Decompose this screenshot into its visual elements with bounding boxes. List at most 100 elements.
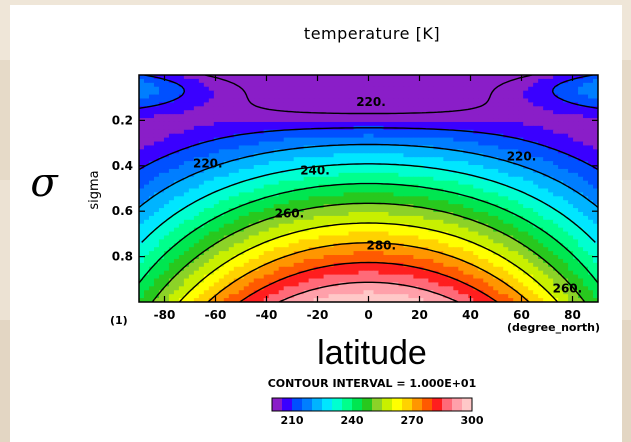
contour-fill-cell bbox=[218, 274, 225, 280]
contour-fill-cell bbox=[453, 125, 459, 131]
contour-fill-cell bbox=[203, 211, 210, 217]
contour-fill-cell bbox=[178, 161, 185, 166]
contour-fill-cell bbox=[478, 176, 484, 182]
contour-fill-cell bbox=[403, 153, 410, 158]
contour-fill-cell bbox=[223, 149, 230, 154]
contour-fill-cell bbox=[273, 282, 280, 287]
contour-fill-cell bbox=[258, 157, 265, 162]
contour-fill-cell bbox=[478, 184, 484, 190]
contour-fill-cell bbox=[583, 208, 589, 213]
contour-fill-cell bbox=[548, 102, 554, 107]
contour-fill-cell bbox=[463, 176, 469, 182]
contour-fill-cell bbox=[403, 200, 410, 205]
contour-fill-cell bbox=[498, 168, 504, 174]
contour-fill-cell bbox=[403, 208, 410, 213]
contour-fill-cell bbox=[293, 176, 300, 182]
contour-fill-cell bbox=[518, 172, 524, 178]
contour-fill-cell bbox=[373, 78, 380, 84]
contour-fill-cell bbox=[158, 133, 165, 139]
contour-fill-cell bbox=[323, 282, 330, 287]
contour-fill-cell bbox=[458, 86, 464, 92]
contour-fill-cell bbox=[243, 133, 250, 139]
contour-fill-cell bbox=[543, 251, 549, 256]
contour-fill-cell bbox=[498, 172, 504, 178]
contour-fill-cell bbox=[503, 176, 509, 182]
contour-fill-cell bbox=[188, 129, 195, 135]
contour-fill-cell bbox=[283, 239, 290, 244]
contour-fill-cell bbox=[438, 165, 444, 170]
contour-fill-cell bbox=[498, 141, 504, 147]
contour-fill-cell bbox=[158, 94, 165, 100]
contour-fill-cell bbox=[453, 219, 459, 225]
contour-fill-cell bbox=[573, 270, 579, 276]
contour-fill-cell bbox=[358, 75, 365, 80]
contour-fill-cell bbox=[538, 114, 544, 119]
contour-fill-cell bbox=[188, 176, 195, 182]
contour-fill-cell bbox=[143, 286, 150, 291]
contour-fill-cell bbox=[563, 274, 569, 280]
contour-fill-cell bbox=[268, 211, 275, 217]
contour-fill-cell bbox=[493, 188, 499, 194]
contour-fill-cell bbox=[388, 165, 395, 170]
contour-fill-cell bbox=[208, 121, 215, 127]
contour-fill-cell bbox=[233, 114, 240, 119]
contour-fill-cell bbox=[338, 180, 345, 186]
contour-fill-cell bbox=[293, 98, 300, 103]
contour-fill-cell bbox=[488, 196, 494, 201]
contour-fill-cell bbox=[243, 110, 250, 115]
contour-fill-cell bbox=[263, 121, 270, 127]
contour-fill-cell bbox=[208, 86, 215, 92]
contour-fill-cell bbox=[513, 215, 519, 221]
contour-fill-cell bbox=[523, 161, 529, 166]
contour-fill-cell bbox=[513, 110, 519, 115]
contour-fill-cell bbox=[343, 176, 350, 182]
contour-fill-cell bbox=[388, 157, 395, 162]
contour-fill-cell bbox=[148, 172, 155, 178]
contour-fill-cell bbox=[338, 188, 345, 194]
contour-fill-cell bbox=[258, 118, 265, 123]
contour-fill-cell bbox=[508, 161, 514, 166]
contour-fill-cell bbox=[418, 161, 424, 166]
contour-fill-cell bbox=[293, 200, 300, 205]
contour-fill-cell bbox=[473, 141, 479, 147]
contour-fill-cell bbox=[378, 90, 385, 96]
contour-fill-cell bbox=[323, 208, 330, 213]
contour-fill-cell bbox=[448, 94, 454, 100]
contour-fill-cell bbox=[528, 258, 534, 264]
contour-fill-cell bbox=[373, 90, 380, 96]
contour-fill-cell bbox=[293, 235, 300, 240]
contour-fill-cell bbox=[263, 184, 270, 190]
contour-fill-cell bbox=[243, 274, 250, 280]
contour-fill-cell bbox=[373, 192, 380, 197]
contour-fill-cell bbox=[553, 137, 559, 143]
contour-fill-cell bbox=[203, 161, 210, 166]
contour-fill-cell bbox=[593, 219, 598, 225]
contour-fill-cell bbox=[348, 192, 355, 197]
contour-fill-cell bbox=[258, 110, 265, 115]
contour-fill-cell bbox=[139, 157, 145, 162]
contour-fill-cell bbox=[428, 86, 434, 92]
contour-fill-cell bbox=[318, 282, 325, 287]
contour-fill-cell bbox=[503, 251, 509, 256]
contour-fill-cell bbox=[318, 86, 325, 92]
contour-fill-cell bbox=[228, 141, 235, 147]
contour-fill-cell bbox=[463, 153, 469, 158]
contour-fill-cell bbox=[258, 184, 265, 190]
contour-fill-cell bbox=[258, 98, 265, 103]
contour-fill-cell bbox=[273, 172, 280, 178]
contour-fill-cell bbox=[428, 196, 434, 201]
contour-fill-cell bbox=[513, 255, 519, 260]
contour-fill-cell bbox=[198, 192, 205, 197]
contour-fill-cell bbox=[448, 141, 454, 147]
contour-fill-cell bbox=[578, 200, 584, 205]
contour-fill-cell bbox=[308, 255, 315, 260]
contour-fill-cell bbox=[383, 266, 390, 272]
contour-fill-cell bbox=[263, 235, 270, 240]
contour-fill-cell bbox=[543, 196, 549, 201]
contour-fill-cell bbox=[318, 102, 325, 107]
contour-fill-cell bbox=[253, 255, 260, 260]
contour-fill-cell bbox=[148, 114, 155, 119]
contour-fill-cell bbox=[388, 98, 395, 103]
contour-fill-cell bbox=[508, 208, 514, 213]
contour-fill-cell bbox=[473, 243, 479, 248]
